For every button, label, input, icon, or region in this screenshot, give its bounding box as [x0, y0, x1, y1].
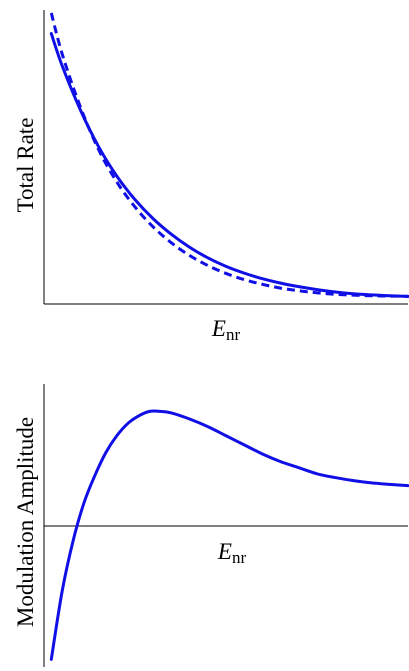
total-rate-x-label-symbol: E [211, 316, 226, 341]
modulation-y-axis-label: Modulation Amplitude [13, 417, 38, 627]
modulation-x-label-symbol: E [217, 539, 232, 564]
modulation-x-label-subscript: nr [232, 548, 247, 567]
modulation-series-group [49, 409, 409, 661]
modulation-series-solid-line [49, 409, 409, 661]
total-rate-chart: Total Rate Enr [13, 10, 409, 344]
modulation-amplitude-chart: Modulation Amplitude Enr [13, 384, 409, 667]
total-rate-series-dashed-line [49, 12, 409, 298]
total-rate-x-axis-label: Enr [211, 316, 241, 344]
total-rate-y-axis-label: Total Rate [13, 118, 38, 213]
total-rate-x-label-subscript: nr [226, 325, 241, 344]
total-rate-series-group [49, 12, 409, 298]
modulation-x-axis-label: Enr [217, 539, 247, 567]
total-rate-series-solid-line [49, 32, 409, 298]
